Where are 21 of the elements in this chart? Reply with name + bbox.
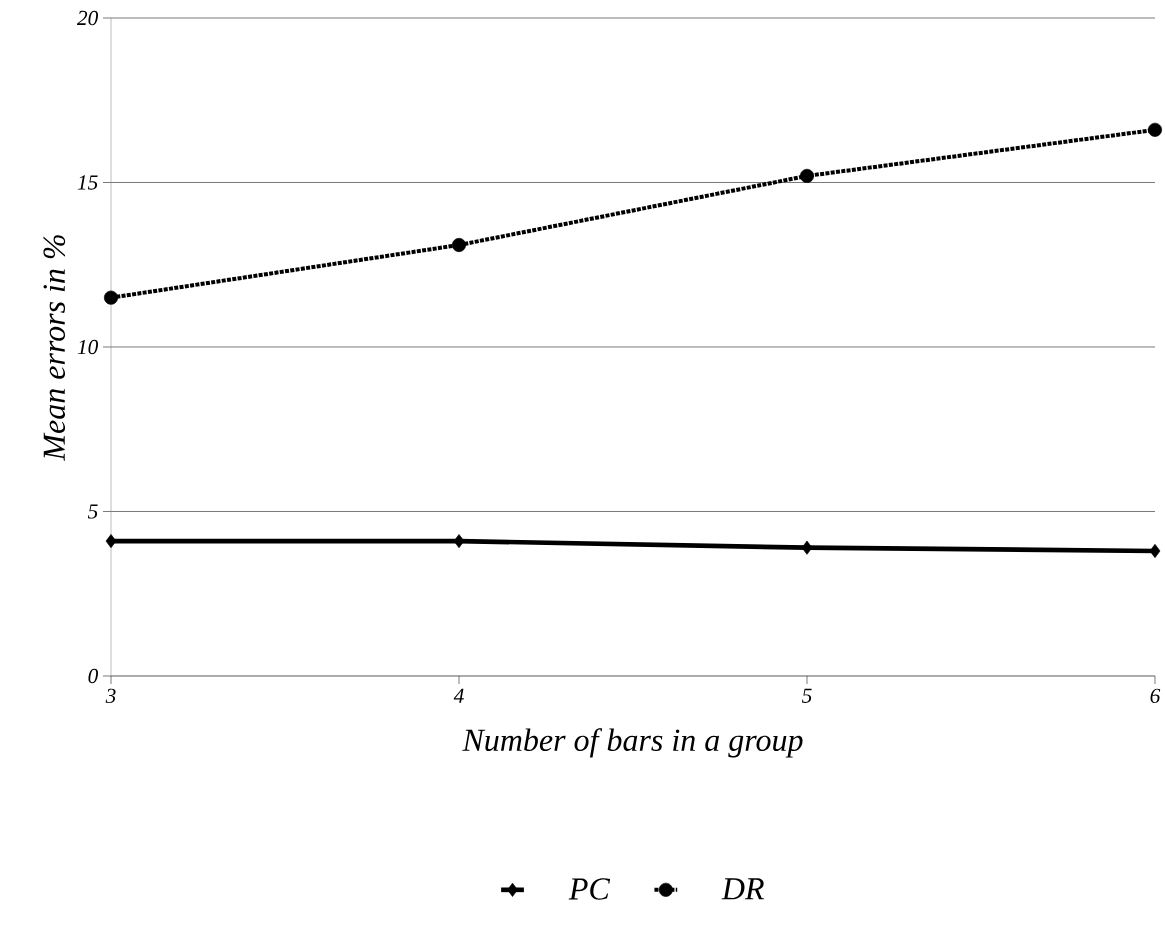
y-tick-label: 5: [87, 504, 98, 519]
point: [1149, 543, 1161, 558]
x-tick-label: 6: [1150, 688, 1161, 704]
point: [105, 534, 117, 549]
y-tick-label: 15: [77, 175, 98, 190]
legend-label: PC: [568, 878, 611, 900]
point: [452, 237, 467, 253]
x-tick-label: 3: [105, 688, 116, 704]
point: [799, 168, 814, 183]
legend-label: DR: [721, 878, 764, 900]
x-tick-label: 5: [802, 688, 812, 703]
y-tick-label: 0: [88, 668, 99, 684]
point: [453, 534, 465, 549]
point: [1147, 122, 1162, 137]
x-tick-label: 4: [453, 688, 464, 703]
x-axis-title: Number of bars in a group: [462, 728, 803, 758]
point: [104, 290, 119, 305]
y-tick-label: 20: [76, 10, 99, 26]
point: [801, 540, 813, 555]
y-axis-title: Mean errors in %: [43, 235, 66, 461]
y-tick-label: 10: [77, 339, 99, 355]
